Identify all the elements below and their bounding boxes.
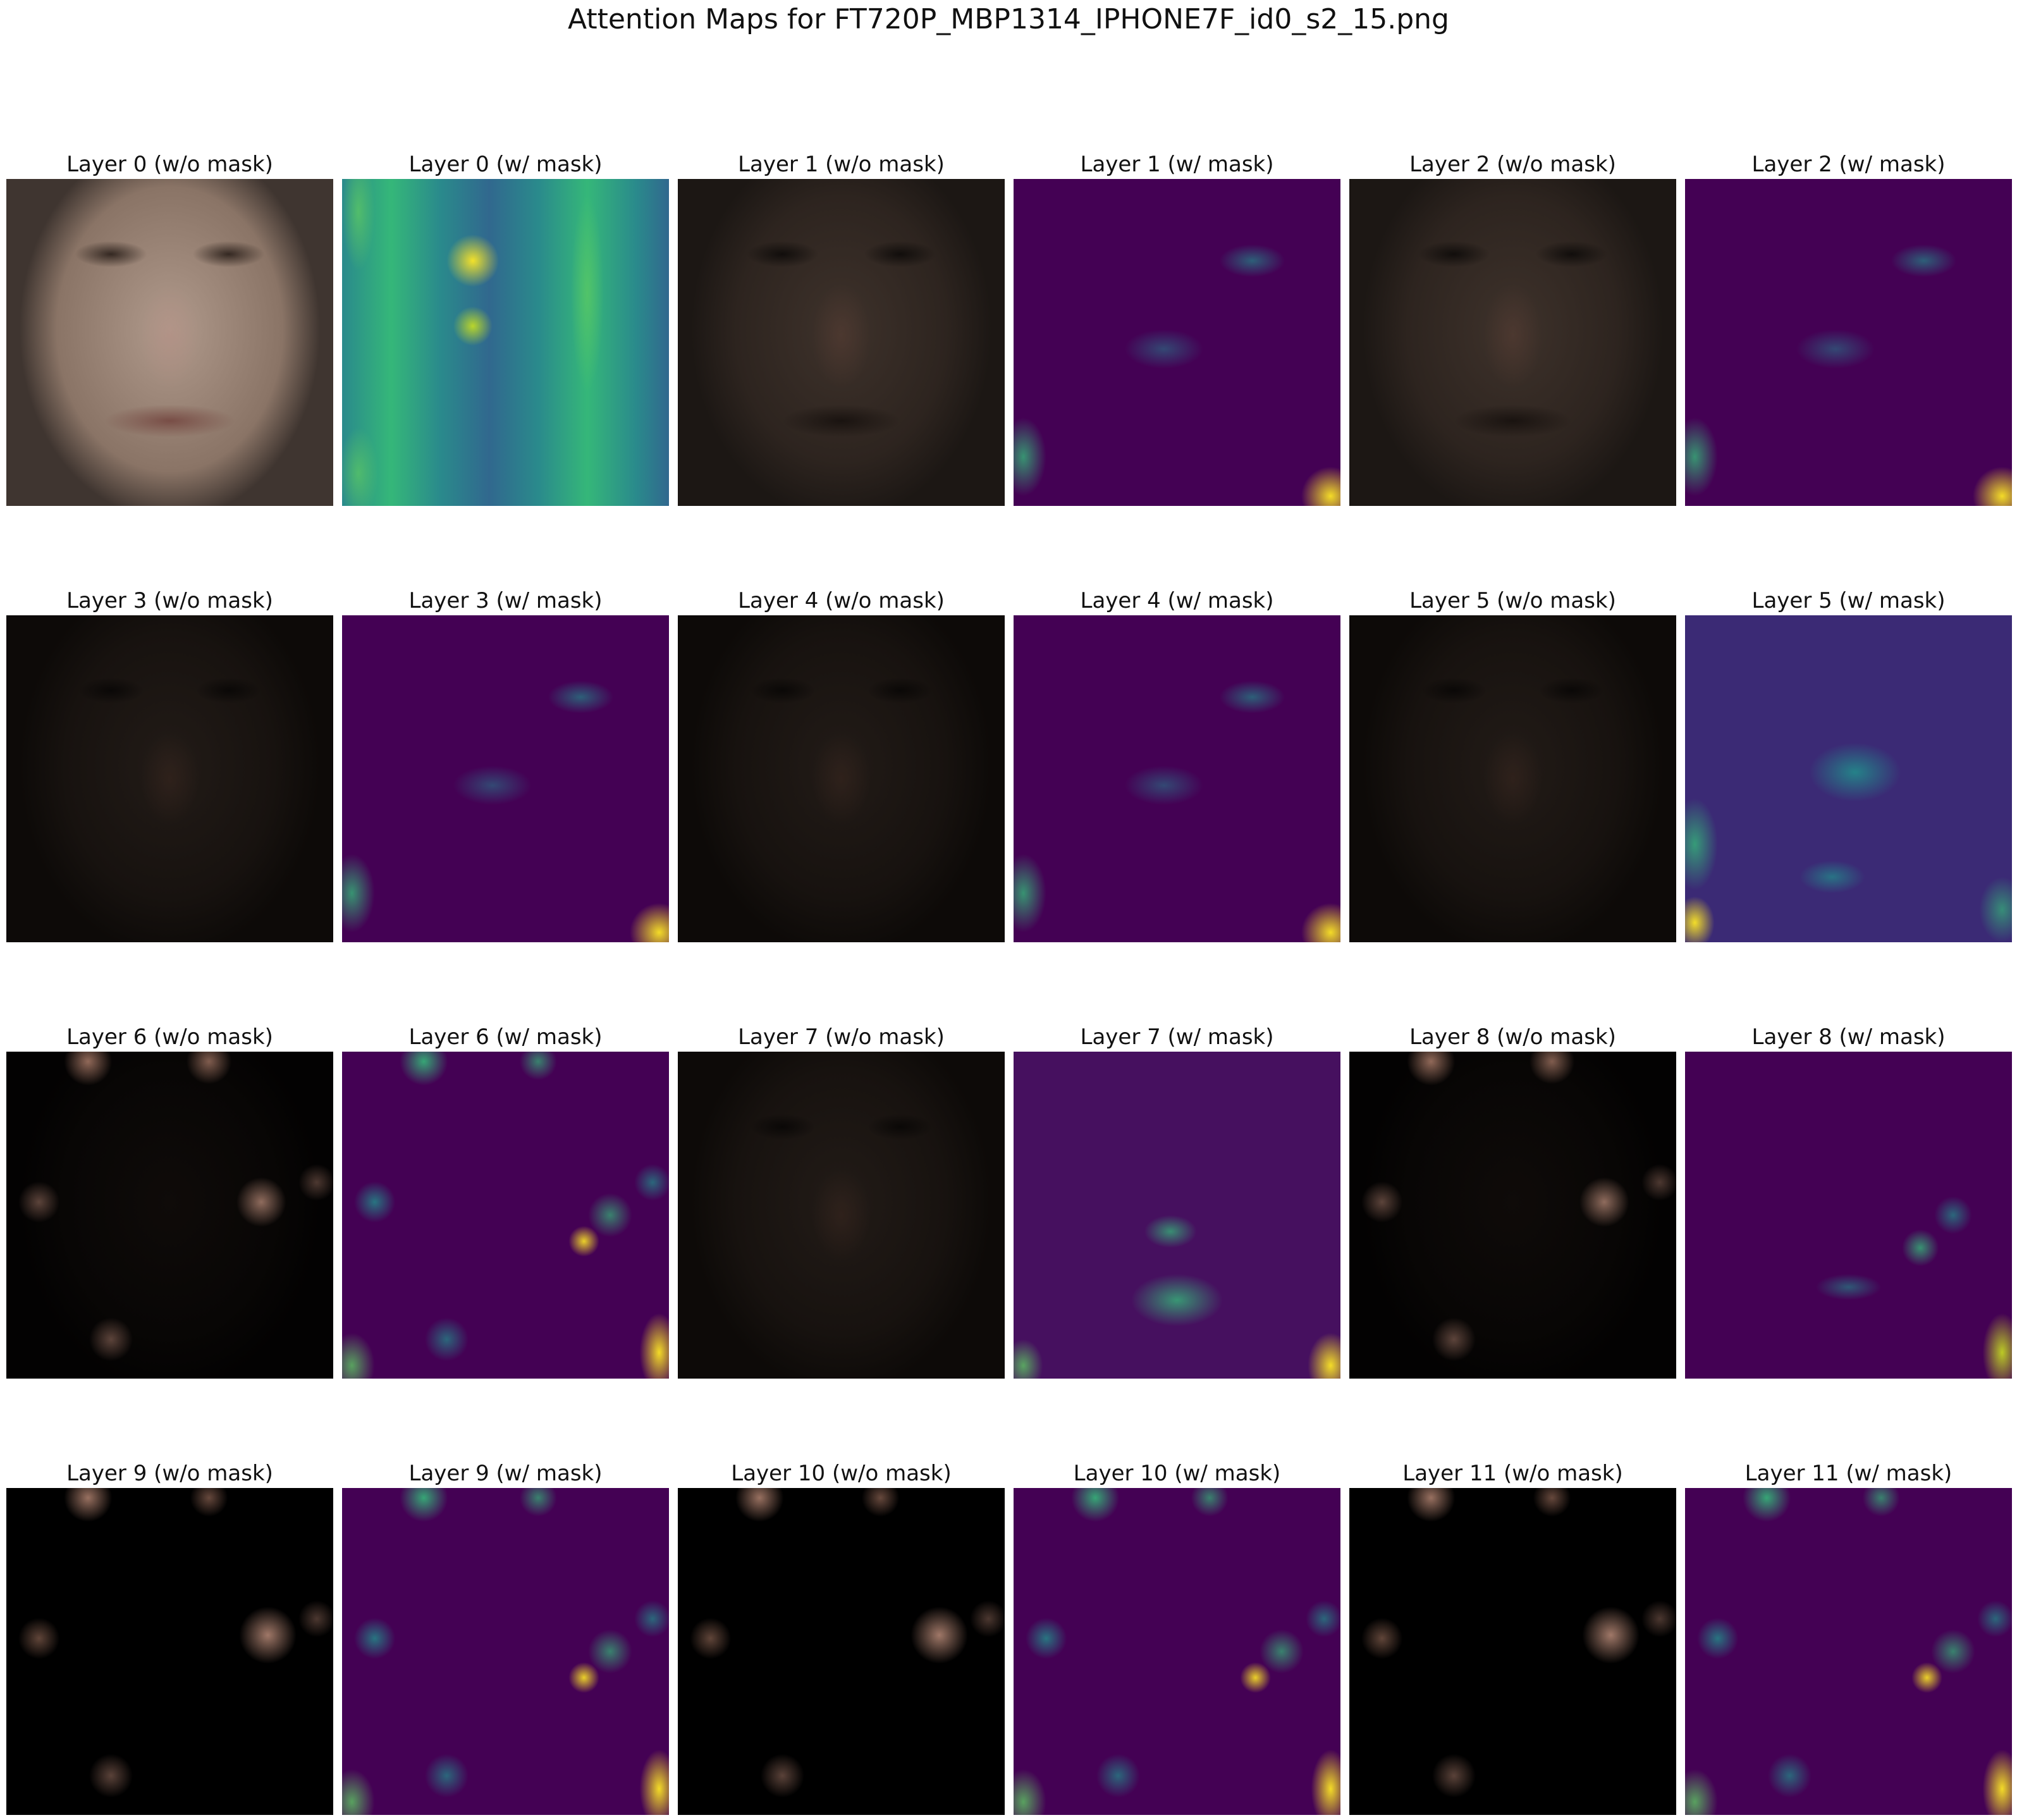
attention-panel: Layer 9 (w/ mask) [342, 1461, 669, 1815]
attention-heatmap [1014, 1488, 1340, 1815]
panel-title: Layer 4 (w/ mask) [1080, 588, 1274, 613]
attention-panel: Layer 11 (w/o mask) [1349, 1461, 1676, 1815]
attention-panel: Layer 8 (w/o mask) [1349, 1024, 1676, 1379]
face-image [1349, 179, 1676, 506]
attention-heatmap [342, 1052, 669, 1379]
face-image [678, 1488, 1005, 1815]
face-image [678, 1052, 1005, 1379]
panel-title: Layer 3 (w/ mask) [408, 588, 603, 613]
attention-panel: Layer 1 (w/ mask) [1014, 152, 1340, 506]
panel-title: Layer 8 (w/o mask) [1409, 1024, 1616, 1050]
panel-title: Layer 3 (w/o mask) [66, 588, 273, 613]
panel-title: Layer 7 (w/ mask) [1080, 1024, 1274, 1050]
panel-title: Layer 1 (w/o mask) [738, 152, 945, 177]
face-image [1349, 1052, 1676, 1379]
attention-panel: Layer 10 (w/ mask) [1014, 1461, 1340, 1815]
attention-panel: Layer 7 (w/ mask) [1014, 1024, 1340, 1379]
panel-title: Layer 5 (w/ mask) [1751, 588, 1946, 613]
attention-panel: Layer 1 (w/o mask) [678, 152, 1005, 506]
attention-heatmap [342, 615, 669, 942]
panel-title: Layer 5 (w/o mask) [1409, 588, 1616, 613]
attention-panel: Layer 3 (w/ mask) [342, 588, 669, 942]
attention-panel: Layer 0 (w/o mask) [6, 152, 333, 506]
panel-title: Layer 7 (w/o mask) [738, 1024, 945, 1050]
face-image [6, 179, 333, 506]
panel-title: Layer 9 (w/ mask) [408, 1461, 603, 1486]
attention-panel: Layer 7 (w/o mask) [678, 1024, 1005, 1379]
panel-title: Layer 2 (w/ mask) [1751, 152, 1946, 177]
attention-panel: Layer 8 (w/ mask) [1685, 1024, 2012, 1379]
panel-title: Layer 4 (w/o mask) [738, 588, 945, 613]
attention-panel: Layer 6 (w/ mask) [342, 1024, 669, 1379]
attention-panel: Layer 5 (w/o mask) [1349, 588, 1676, 942]
face-image [6, 615, 333, 942]
attention-panel: Layer 4 (w/ mask) [1014, 588, 1340, 942]
attention-heatmap [1685, 615, 2012, 942]
face-image [678, 179, 1005, 506]
attention-heatmap [1685, 1488, 2012, 1815]
attention-panel: Layer 0 (w/ mask) [342, 152, 669, 506]
panel-title: Layer 0 (w/ mask) [408, 152, 603, 177]
panel-title: Layer 6 (w/ mask) [408, 1024, 603, 1050]
face-image [1349, 615, 1676, 942]
face-image [6, 1052, 333, 1379]
face-image [678, 615, 1005, 942]
attention-panel: Layer 11 (w/ mask) [1685, 1461, 2012, 1815]
panel-title: Layer 1 (w/ mask) [1080, 152, 1274, 177]
panel-title: Layer 0 (w/o mask) [66, 152, 273, 177]
panel-title: Layer 2 (w/o mask) [1409, 152, 1616, 177]
attention-panel: Layer 6 (w/o mask) [6, 1024, 333, 1379]
panel-title: Layer 11 (w/ mask) [1744, 1461, 1953, 1486]
attention-panel: Layer 4 (w/o mask) [678, 588, 1005, 942]
panel-title: Layer 11 (w/o mask) [1402, 1461, 1623, 1486]
attention-panel: Layer 5 (w/ mask) [1685, 588, 2012, 942]
panel-title: Layer 8 (w/ mask) [1751, 1024, 1946, 1050]
panel-title: Layer 6 (w/o mask) [66, 1024, 273, 1050]
attention-panel: Layer 10 (w/o mask) [678, 1461, 1005, 1815]
attention-panel: Layer 2 (w/o mask) [1349, 152, 1676, 506]
attention-heatmap [342, 179, 669, 506]
face-image [6, 1488, 333, 1815]
attention-heatmap [1014, 1052, 1340, 1379]
panel-title: Layer 10 (w/o mask) [731, 1461, 952, 1486]
attention-panel: Layer 2 (w/ mask) [1685, 152, 2012, 506]
panel-title: Layer 10 (w/ mask) [1073, 1461, 1281, 1486]
attention-panel: Layer 3 (w/o mask) [6, 588, 333, 942]
attention-heatmap [1685, 1052, 2012, 1379]
face-image [1349, 1488, 1676, 1815]
figure-title: Attention Maps for FT720P_MBP1314_IPHONE… [568, 3, 1449, 35]
attention-heatmap [342, 1488, 669, 1815]
panel-title: Layer 9 (w/o mask) [66, 1461, 273, 1486]
attention-heatmap [1685, 179, 2012, 506]
attention-heatmap [1014, 179, 1340, 506]
attention-heatmap [1014, 615, 1340, 942]
attention-panel: Layer 9 (w/o mask) [6, 1461, 333, 1815]
